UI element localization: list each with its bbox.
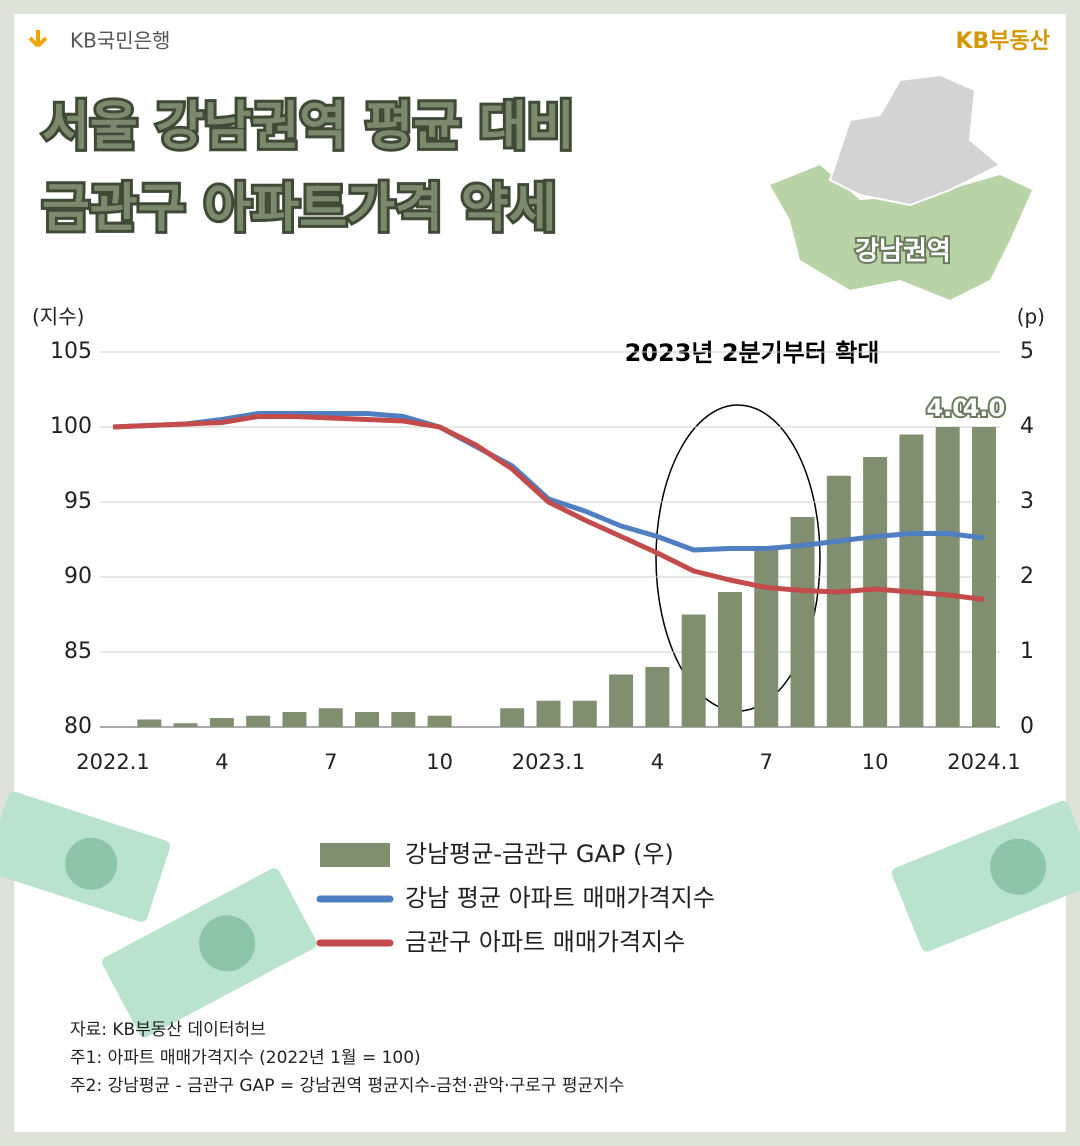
y-tick-label: 85 — [64, 639, 92, 664]
legend-label: 강남 평균 아파트 매매가격지수 — [405, 884, 715, 912]
brand: KB부동산 — [955, 29, 1050, 54]
bar — [899, 434, 924, 727]
y2-tick-label: 5 — [1020, 339, 1034, 364]
line — [112, 411, 985, 553]
bar — [572, 700, 597, 727]
bar — [754, 547, 779, 727]
bar — [826, 475, 851, 727]
bar — [681, 614, 706, 727]
legend-label: 강남평균-금관구 GAP (우) — [405, 840, 674, 868]
bar — [935, 427, 960, 727]
data-label: 4.0 — [926, 394, 969, 422]
y2-tick-label: 3 — [1020, 489, 1034, 514]
y-tick-label: 90 — [64, 564, 92, 589]
line — [112, 414, 985, 602]
bar — [972, 427, 996, 727]
bar — [500, 708, 525, 727]
bar — [536, 700, 561, 727]
note: 주1: 아파트 매매가격지수 (2022년 1월 = 100) — [70, 1048, 421, 1068]
x-tick-label: 7 — [760, 750, 773, 774]
bar — [209, 718, 234, 727]
bar — [355, 712, 380, 727]
x-tick-label: 2024.1 — [947, 750, 1020, 774]
bar — [790, 517, 815, 727]
y2-axis-label: (p) — [1017, 305, 1045, 329]
data-label: 4.0 — [963, 394, 1006, 422]
note: 자료: KB부동산 데이터허브 — [70, 1020, 266, 1040]
brand: KB국민은행 — [70, 29, 170, 53]
x-tick-label: 4 — [651, 750, 664, 774]
y-tick-label: 105 — [50, 339, 92, 364]
note: 주2: 강남평균 - 금관구 GAP = 강남권역 평균지수-금천·관악·구로구… — [70, 1076, 624, 1096]
bar — [645, 667, 670, 727]
x-tick-label: 10 — [862, 750, 889, 774]
bar — [391, 712, 416, 727]
bar — [609, 674, 634, 727]
y-tick-label: 100 — [50, 414, 92, 439]
y2-tick-label: 4 — [1020, 414, 1034, 439]
title: 금관구 아파트가격 약세 — [42, 179, 557, 239]
bar — [137, 719, 162, 727]
title: 서울 강남권역 평균 대비 — [42, 97, 575, 157]
decor — [0, 30, 1080, 1038]
y-axis-label: (지수) — [32, 305, 84, 329]
bar — [717, 592, 742, 727]
x-tick-label: 10 — [426, 750, 453, 774]
map-label: 강남권역 — [855, 237, 951, 267]
bar — [318, 708, 343, 727]
legend-swatch — [320, 843, 390, 867]
bar — [427, 715, 452, 727]
y-tick-label: 95 — [64, 489, 92, 514]
x-tick-label: 2023.1 — [512, 750, 585, 774]
x-tick-label: 2022.1 — [76, 750, 149, 774]
y2-tick-label: 0 — [1020, 714, 1034, 739]
y2-tick-label: 1 — [1020, 639, 1034, 664]
x-tick-label: 7 — [324, 750, 337, 774]
bar — [246, 715, 271, 727]
y2-tick-label: 2 — [1020, 564, 1034, 589]
legend-label: 금관구 아파트 매매가격지수 — [405, 928, 685, 956]
bar — [173, 723, 198, 727]
y-tick-label: 80 — [64, 714, 92, 739]
annotation: 2023년 2분기부터 확대 — [625, 339, 880, 367]
x-tick-label: 4 — [215, 750, 228, 774]
bar — [282, 712, 307, 727]
